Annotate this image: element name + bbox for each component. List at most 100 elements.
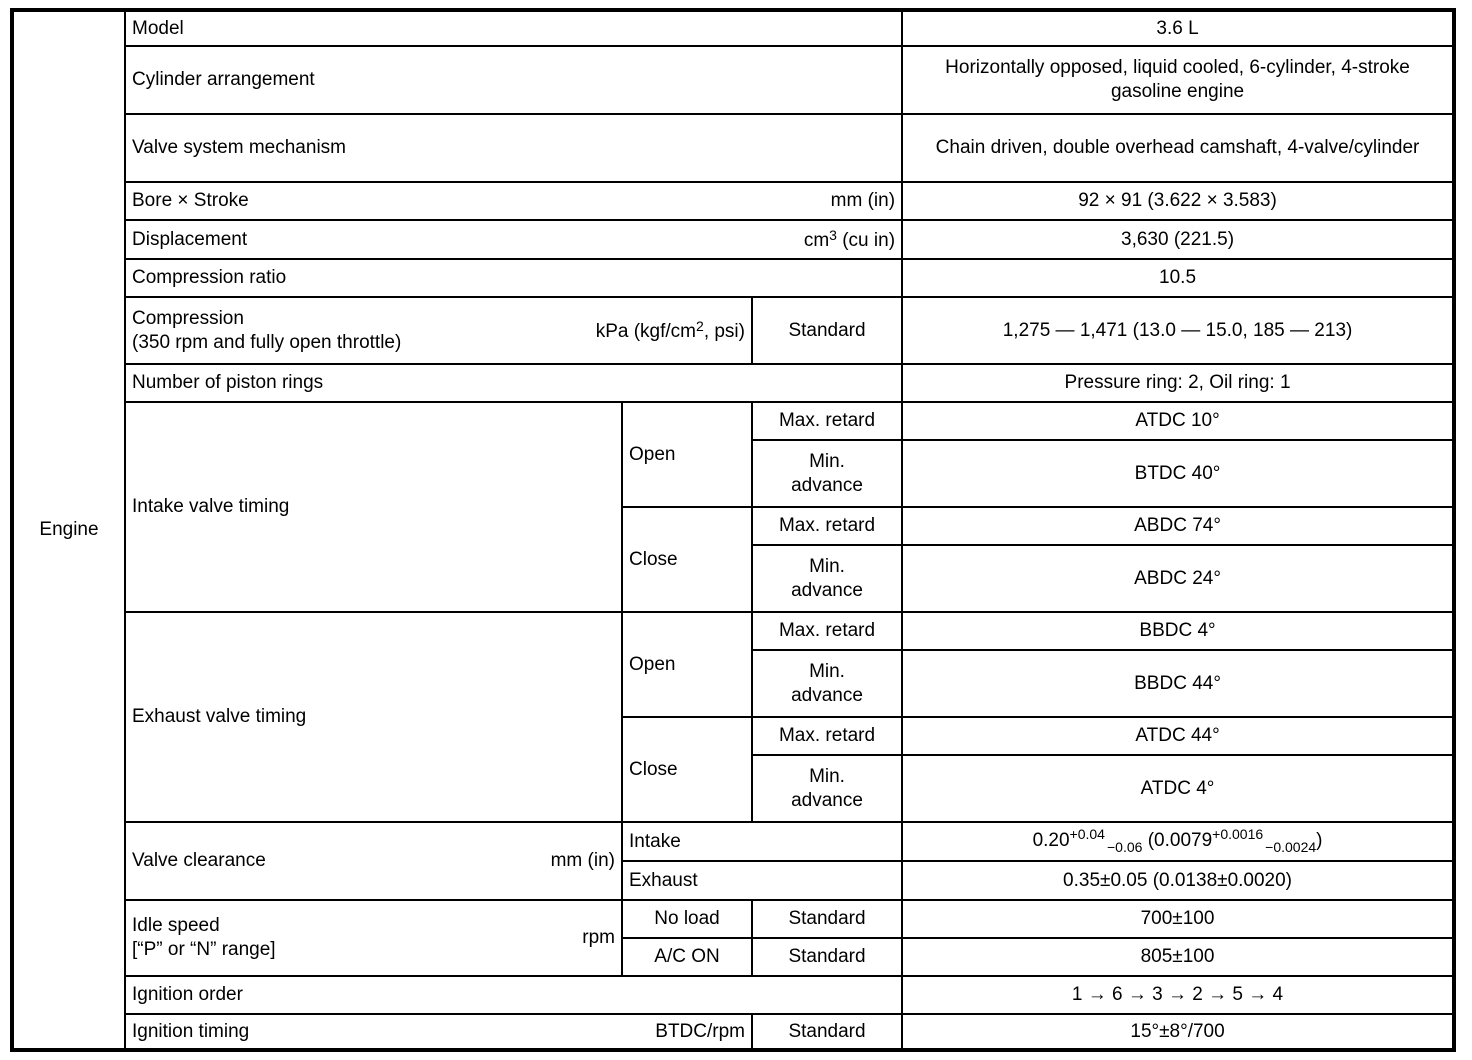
engine-section-label: Engine <box>39 519 99 541</box>
idle-speed-no-load-label: No load <box>654 908 720 930</box>
ignition-timing-label: Ignition timing <box>132 1020 250 1042</box>
table-row: Min. advance BBDC 44° <box>12 649 1456 718</box>
intake-close-max-retard-value-cell: ABDC 74° <box>901 506 1456 546</box>
exhaust-open-min-advance-value-cell: BBDC 44° <box>901 649 1456 718</box>
table-row: Min. advance ATDC 4° <box>12 754 1456 823</box>
piston-rings-label-cell: Number of piston rings <box>123 363 904 403</box>
compression-ratio-label-cell: Compression ratio <box>123 258 904 298</box>
exhaust-close-min-advance-value: ATDC 4° <box>1140 777 1215 799</box>
min-advance-label: Min. advance <box>791 450 863 496</box>
intake-close-max-retard-value: ABDC 74° <box>1134 515 1221 537</box>
ignition-timing-value: 15°±8°/700 <box>1130 1020 1225 1042</box>
bore-stroke-value: 92 × 91 (3.622 × 3.583) <box>1078 190 1277 212</box>
table-row: Cylinder arrangement Horizontally oppose… <box>12 45 1456 115</box>
intake-open-max-retard-label-cell: Max. retard <box>750 401 904 441</box>
idle-speed-no-load-value: 700±100 <box>1140 908 1215 930</box>
max-retard-label: Max. retard <box>778 410 876 432</box>
exhaust-open-cell: Open <box>621 611 753 718</box>
exhaust-close-label: Close <box>629 758 678 780</box>
min-advance-label: Min. advance <box>791 555 863 601</box>
bore-stroke-value-cell: 92 × 91 (3.622 × 3.583) <box>901 181 1456 221</box>
table-row: Close Max. retard ATDC 44° <box>12 716 1456 823</box>
compression-label: Compression (350 rpm and fully open thro… <box>132 307 402 353</box>
valve-clearance-exhaust-label-cell: Exhaust <box>620 860 904 901</box>
compression-condition-cell: Standard <box>750 296 904 365</box>
valve-clearance-exhaust-value: 0.35±0.05 (0.0138±0.0020) <box>1063 869 1293 891</box>
table-row: Valve system mechanism Chain driven, dou… <box>12 113 1456 183</box>
exhaust-close-min-advance-value-cell: ATDC 4° <box>901 754 1456 823</box>
table-row: Compression ratio 10.5 <box>12 258 1456 298</box>
piston-rings-value: Pressure ring: 2, Oil ring: 1 <box>1064 372 1291 394</box>
idle-speed-ac-on-value-cell: 805±100 <box>901 937 1456 977</box>
displacement-label-cell: Displacement cm3 (cu in) <box>123 219 904 260</box>
valve-system-label: Valve system mechanism <box>132 137 346 159</box>
idle-speed-ac-on-condition-cell: Standard <box>750 937 904 977</box>
ignition-timing-condition-cell: Standard <box>750 1013 904 1051</box>
table-row: Exhaust 0.35±0.05 (0.0138±0.0020) <box>12 860 1456 901</box>
compression-label-cell: Compression (350 rpm and fully open thro… <box>124 296 753 365</box>
exhaust-close-cell: Close <box>621 716 753 823</box>
table-row: Valve clearance mm (in) Intake 0.20+0.04… <box>12 821 1456 901</box>
max-retard-label: Max. retard <box>778 515 876 537</box>
max-retard-label: Max. retard <box>778 725 876 747</box>
engine-section-cell: Engine <box>11 9 126 1051</box>
cylinder-arrangement-label: Cylinder arrangement <box>132 69 315 91</box>
ignition-order-label: Ignition order <box>132 984 243 1006</box>
engine-specifications-table: Engine Model 3.6 L Cylinder arrangement … <box>10 8 1457 1052</box>
valve-clearance-intake-value: 0.20+0.04−0.06 (0.0079+0.0016−0.0024) <box>1032 826 1323 856</box>
valve-clearance-exhaust-value-cell: 0.35±0.05 (0.0138±0.0020) <box>901 860 1456 901</box>
ignition-order-label-cell: Ignition order <box>123 975 904 1015</box>
idle-speed-no-load-condition-cell: Standard <box>750 899 904 939</box>
cylinder-arrangement-value: Horizontally opposed, liquid cooled, 6-c… <box>945 57 1410 102</box>
idle-speed-ac-on-value: 805±100 <box>1140 946 1215 968</box>
table-row: Intake valve timing Open Max. retard ATD… <box>12 401 1456 613</box>
compression-condition: Standard <box>788 319 866 341</box>
displacement-label: Displacement <box>132 228 248 250</box>
displacement-unit: cm3 (cu in) <box>803 226 896 251</box>
valve-clearance-intake-label-cell: Intake <box>620 821 904 862</box>
idle-speed-no-load-value-cell: 700±100 <box>901 899 1456 939</box>
intake-valve-timing-label-cell: Intake valve timing <box>124 401 623 613</box>
intake-open-max-retard-value: ATDC 10° <box>1135 410 1220 432</box>
exhaust-close-max-retard-value-cell: ATDC 44° <box>901 716 1456 756</box>
compression-ratio-value-cell: 10.5 <box>901 258 1456 298</box>
exhaust-open-max-retard-label-cell: Max. retard <box>750 611 904 651</box>
table-row: Min. advance ABDC 24° <box>12 544 1456 613</box>
table-row: Idle speed [“P” or “N” range] rpm No loa… <box>12 899 1456 977</box>
table-row: Close Max. retard ABDC 74° <box>12 506 1456 613</box>
table-row: Compression (350 rpm and fully open thro… <box>12 296 1456 365</box>
ignition-order-value-cell: 1 → 6 → 3 → 2 → 5 → 4 <box>901 975 1456 1015</box>
valve-clearance-label: Valve clearance <box>132 850 266 872</box>
exhaust-open-min-advance-value: BBDC 44° <box>1134 672 1221 694</box>
intake-close-label: Close <box>629 548 678 570</box>
exhaust-open-max-retard-value: BBDC 4° <box>1139 620 1216 642</box>
valve-system-label-cell: Valve system mechanism <box>123 113 904 183</box>
intake-close-min-advance-value-cell: ABDC 24° <box>901 544 1456 613</box>
cylinder-arrangement-label-cell: Cylinder arrangement <box>123 45 904 115</box>
model-value-cell: 3.6 L <box>901 9 1456 47</box>
min-advance-label: Min. advance <box>791 660 863 706</box>
model-value: 3.6 L <box>1156 17 1199 39</box>
intake-open-min-advance-label-cell: Min. advance <box>750 439 904 508</box>
exhaust-close-max-retard-value: ATDC 44° <box>1135 725 1220 747</box>
model-label-cell: Model <box>123 9 904 47</box>
model-label: Model <box>132 17 184 39</box>
exhaust-open-min-advance-label-cell: Min. advance <box>750 649 904 718</box>
intake-close-max-retard-label-cell: Max. retard <box>750 506 904 546</box>
max-retard-label: Max. retard <box>778 620 876 642</box>
table-row: Bore × Stroke mm (in) 92 × 91 (3.622 × 3… <box>12 181 1456 221</box>
ignition-timing-value-cell: 15°±8°/700 <box>901 1013 1456 1051</box>
table-row: Ignition timing BTDC/rpm Standard 15°±8°… <box>12 1013 1456 1051</box>
ignition-order-value: 1 → 6 → 3 → 2 → 5 → 4 <box>1071 984 1284 1006</box>
exhaust-close-min-advance-label-cell: Min. advance <box>750 754 904 823</box>
compression-ratio-value: 10.5 <box>1159 267 1197 289</box>
ignition-timing-label-cell: Ignition timing BTDC/rpm <box>124 1013 753 1051</box>
ignition-timing-unit: BTDC/rpm <box>655 1020 745 1042</box>
idle-speed-no-load-label-cell: No load <box>621 899 753 939</box>
intake-open-min-advance-value: BTDC 40° <box>1134 462 1221 484</box>
table-row: Engine Model 3.6 L <box>11 9 1456 1051</box>
intake-close-min-advance-value: ABDC 24° <box>1134 567 1221 589</box>
valve-clearance-unit: mm (in) <box>550 850 615 872</box>
compression-unit: kPa (kgf/cm2, psi) <box>595 317 745 342</box>
standard-label: Standard <box>788 1020 866 1042</box>
